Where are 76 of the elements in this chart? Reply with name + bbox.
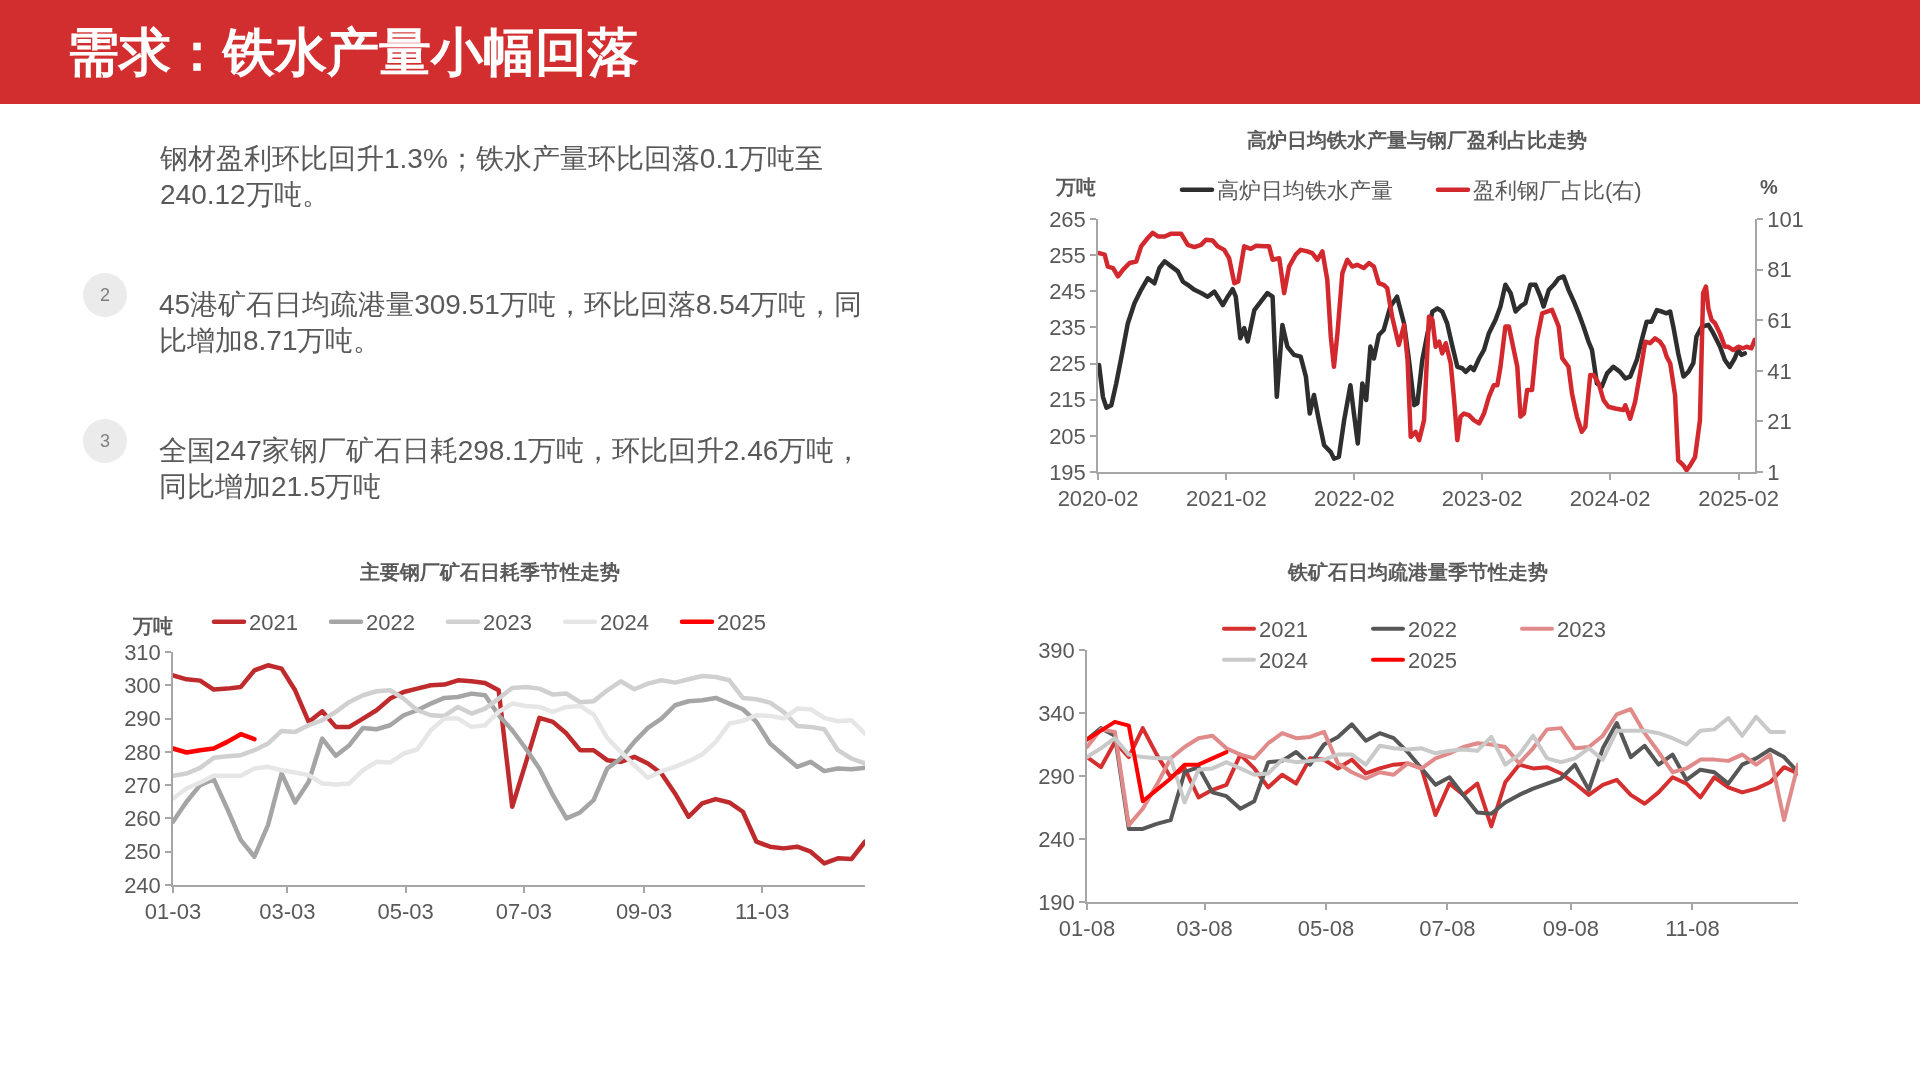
y2-axis-title: %: [1760, 176, 1778, 198]
y-tick-label: 190: [1038, 889, 1075, 915]
x-tick-label: 2023-02: [1441, 486, 1523, 512]
x-tick-label: 05-08: [1297, 916, 1355, 942]
x-tick-label: 03-03: [259, 899, 316, 925]
x-tick-label: 03-08: [1176, 916, 1233, 942]
x-tick-label: 05-03: [377, 899, 434, 925]
legend-label: 2021: [1259, 617, 1308, 643]
y-tick-label: 250: [124, 839, 161, 865]
y-tick-label: 235: [1049, 315, 1086, 341]
y-tick-label: 215: [1049, 387, 1086, 413]
chart-title: 高炉日均铁水产量与钢厂盈利占比走势: [1247, 129, 1587, 151]
y2-tick-label: 41: [1767, 358, 1792, 384]
text: 全国247家钢厂矿石日耗298.1万吨，环比回升2.46万吨，同比增加21.5万吨: [159, 435, 863, 503]
y-axis-title: 万吨: [132, 615, 173, 637]
y2-tick-label: 101: [1767, 206, 1804, 232]
legend-label: 2021: [249, 610, 298, 636]
y-tick-label: 245: [1049, 278, 1086, 304]
line-series: [173, 663, 865, 866]
legend-label: 盈利钢厂占比(右): [1473, 178, 1642, 204]
x-tick-label: 2024-02: [1569, 486, 1651, 512]
text: 需求：铁水产量小幅回落: [67, 23, 639, 81]
y-tick-label: 300: [124, 672, 161, 698]
y-tick-label: 310: [124, 639, 161, 665]
line-series: [1087, 719, 1229, 804]
legend-label: 2024: [600, 610, 649, 636]
x-tick-label: 01-03: [144, 899, 202, 925]
x-tick-label: 07-08: [1419, 916, 1476, 942]
legend-label: 2024: [1259, 648, 1308, 674]
line-series: [173, 701, 865, 801]
y-tick-label: 390: [1038, 637, 1075, 663]
line-series: [1087, 714, 1787, 805]
y2-tick-label: 81: [1767, 257, 1792, 283]
legend-label: 2025: [717, 610, 766, 636]
chart-title: 铁矿石日均疏港量季节性走势: [1287, 561, 1548, 583]
y-axis-title: 万吨: [1055, 176, 1096, 198]
x-tick-label: 11-03: [734, 899, 790, 925]
y-tick-label: 290: [1038, 763, 1075, 789]
legend-label: 2022: [366, 610, 415, 636]
text: 3: [100, 431, 111, 451]
x-tick-label: 2025-02: [1698, 486, 1779, 512]
line-series: [173, 673, 865, 779]
y-tick-label: 340: [1038, 700, 1075, 726]
y-tick-label: 195: [1049, 459, 1086, 485]
y2-tick-label: 61: [1767, 307, 1792, 333]
y-tick-label: 225: [1049, 351, 1086, 377]
x-tick-label: 11-08: [1665, 916, 1720, 942]
legend-label: 2023: [483, 610, 532, 636]
text: 45港矿石日均疏港量309.51万吨，环比回落8.54万吨，同比增加8.71万吨。: [159, 289, 863, 357]
y-tick-label: 255: [1049, 242, 1086, 268]
y-tick-label: 260: [124, 806, 161, 832]
line-series: [1098, 259, 1748, 461]
chart-title: 主要钢厂矿石日耗季节性走势: [359, 561, 620, 583]
x-tick-label: 2021-02: [1185, 486, 1267, 512]
y2-tick-label: 1: [1767, 459, 1780, 485]
y-tick-label: 240: [124, 872, 161, 898]
legend-label: 2025: [1408, 648, 1457, 674]
y2-tick-label: 21: [1767, 409, 1792, 435]
y-tick-label: 280: [124, 739, 161, 765]
x-tick-label: 01-08: [1058, 916, 1116, 942]
legend-label: 2023: [1557, 617, 1606, 643]
y-tick-label: 265: [1049, 206, 1086, 232]
text: 2: [100, 285, 111, 305]
x-tick-label: 09-08: [1542, 916, 1600, 942]
y-tick-label: 205: [1049, 423, 1086, 449]
line-series: [173, 731, 257, 755]
y-tick-label: 240: [1038, 826, 1075, 852]
legend-label: 高炉日均铁水产量: [1217, 178, 1393, 204]
x-tick-label: 2022-02: [1313, 486, 1395, 512]
y-tick-label: 270: [124, 772, 161, 798]
x-tick-label: 2020-02: [1057, 486, 1139, 512]
x-tick-label: 07-03: [495, 899, 552, 925]
text: 钢材盈利环比回升1.3%；铁水产量环比回落0.1万吨至240.12万吨。: [159, 143, 823, 211]
x-tick-label: 09-03: [615, 899, 673, 925]
legend-label: 2022: [1408, 617, 1457, 643]
y-tick-label: 290: [124, 706, 161, 732]
